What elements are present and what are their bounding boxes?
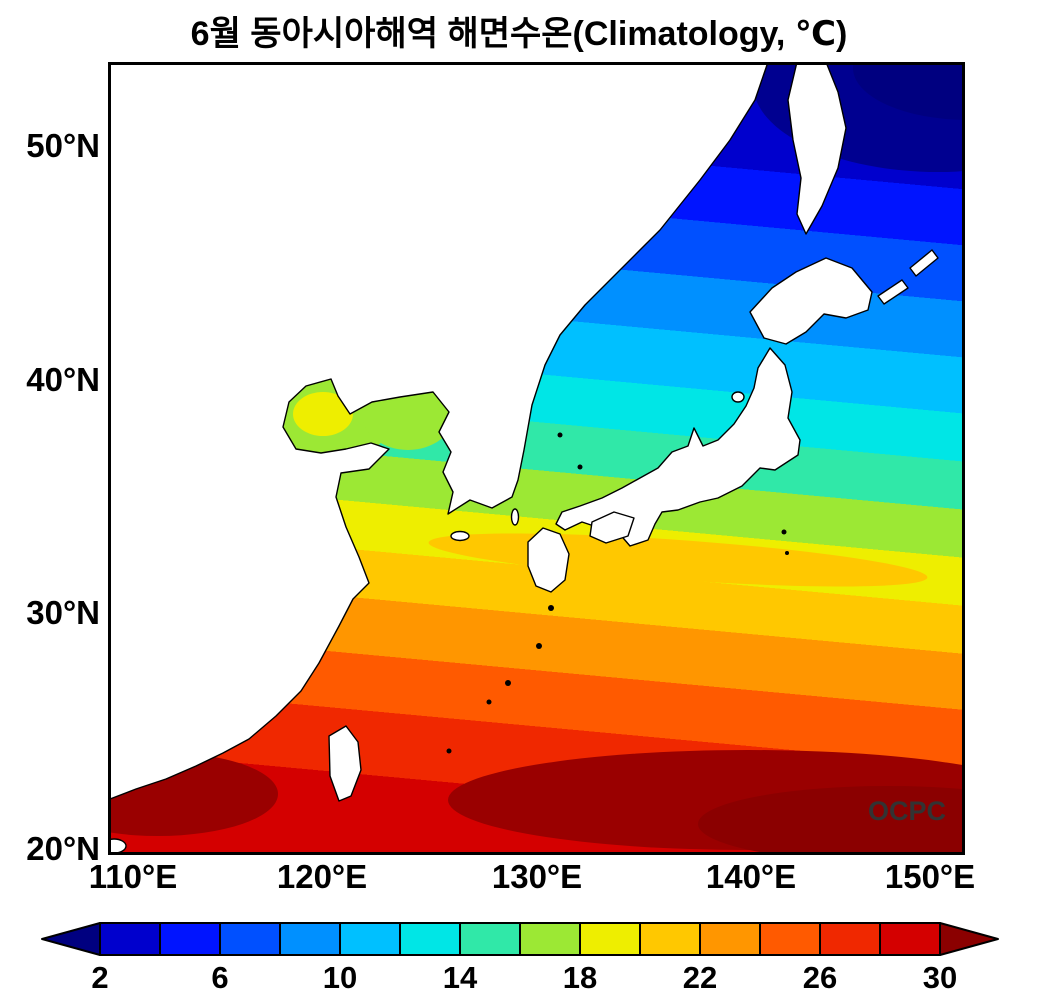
bohai-yellow-core <box>293 392 353 436</box>
map-frame <box>108 62 965 855</box>
colorbar-seg-2-4 <box>99 922 161 956</box>
island-taiwan <box>328 725 362 802</box>
colorbar-left-arrow <box>41 922 101 956</box>
x-tick-120e: 120°E <box>276 858 368 895</box>
x-tick-130e: 130°E <box>491 858 583 895</box>
colorbar-seg-24-26 <box>759 922 821 956</box>
okhotsk-coldest-patch <box>853 62 965 120</box>
colorbar-seg-4-6 <box>159 922 221 956</box>
chart-title: 6월 동아시아해역 해면수온(Climatology, ℃) <box>190 15 848 53</box>
island-kuril-1 <box>877 279 909 305</box>
colorbar-seg-6-8 <box>219 922 281 956</box>
cb-tick-18: 18 <box>562 960 598 995</box>
island-dot-kerama <box>486 699 492 705</box>
colorbar-seg-20-22 <box>639 922 701 956</box>
colorbar-seg-8-10 <box>279 922 341 956</box>
x-tick-140e: 140°E <box>705 858 797 895</box>
y-tick-50n: 50°N <box>26 127 100 164</box>
island-dot-miyako <box>446 748 452 754</box>
southeast-darkest-patch <box>698 786 965 855</box>
island-tsushima <box>510 508 520 526</box>
colorbar-seg-16-18 <box>519 922 581 956</box>
island-jeju <box>450 530 470 542</box>
cb-tick-22: 22 <box>682 960 718 995</box>
x-tick-150e: 150°E <box>884 858 976 895</box>
island-dot-amami <box>536 643 542 649</box>
island-dot-okinawa <box>505 680 511 686</box>
colorbar-seg-26-28 <box>819 922 881 956</box>
y-tick-30n: 30°N <box>26 594 100 631</box>
colorbar-seg-10-12 <box>339 922 401 956</box>
island-sakhalin <box>787 62 847 235</box>
island-dot-ulleung <box>557 432 563 438</box>
colorbar-seg-14-16 <box>459 922 521 956</box>
island-dot-oki <box>577 464 583 470</box>
cb-tick-6: 6 <box>211 960 229 995</box>
y-tick-40n: 40°N <box>26 361 100 398</box>
x-tick-110e: 110°E <box>88 858 178 895</box>
island-dot-izu-1 <box>781 529 787 535</box>
island-dot-osumi <box>548 605 554 611</box>
colorbar <box>41 922 999 956</box>
colorbar-seg-28-30 <box>879 922 941 956</box>
cb-tick-10: 10 <box>322 960 358 995</box>
island-shikoku <box>589 511 635 544</box>
landmass-asia-continent <box>108 62 769 803</box>
colorbar-seg-22-24 <box>699 922 761 956</box>
island-dot-izu-2 <box>785 551 789 555</box>
cb-tick-2: 2 <box>91 960 109 995</box>
island-sado <box>731 391 745 403</box>
sst-map-panel: OCPC <box>108 62 965 855</box>
cb-tick-30: 30 <box>922 960 958 995</box>
island-kyushu <box>527 527 570 593</box>
watermark-ocpc: OCPC <box>868 796 946 826</box>
colorbar-seg-12-14 <box>399 922 461 956</box>
island-honshu <box>555 347 801 547</box>
cb-tick-14: 14 <box>442 960 478 995</box>
island-kuril-2 <box>909 249 939 277</box>
island-hokkaido <box>749 257 873 345</box>
colorbar-seg-18-20 <box>579 922 641 956</box>
colorbar-right-arrow <box>939 922 999 956</box>
y-tick-20n: 20°N <box>26 830 100 867</box>
cb-tick-26: 26 <box>802 960 838 995</box>
